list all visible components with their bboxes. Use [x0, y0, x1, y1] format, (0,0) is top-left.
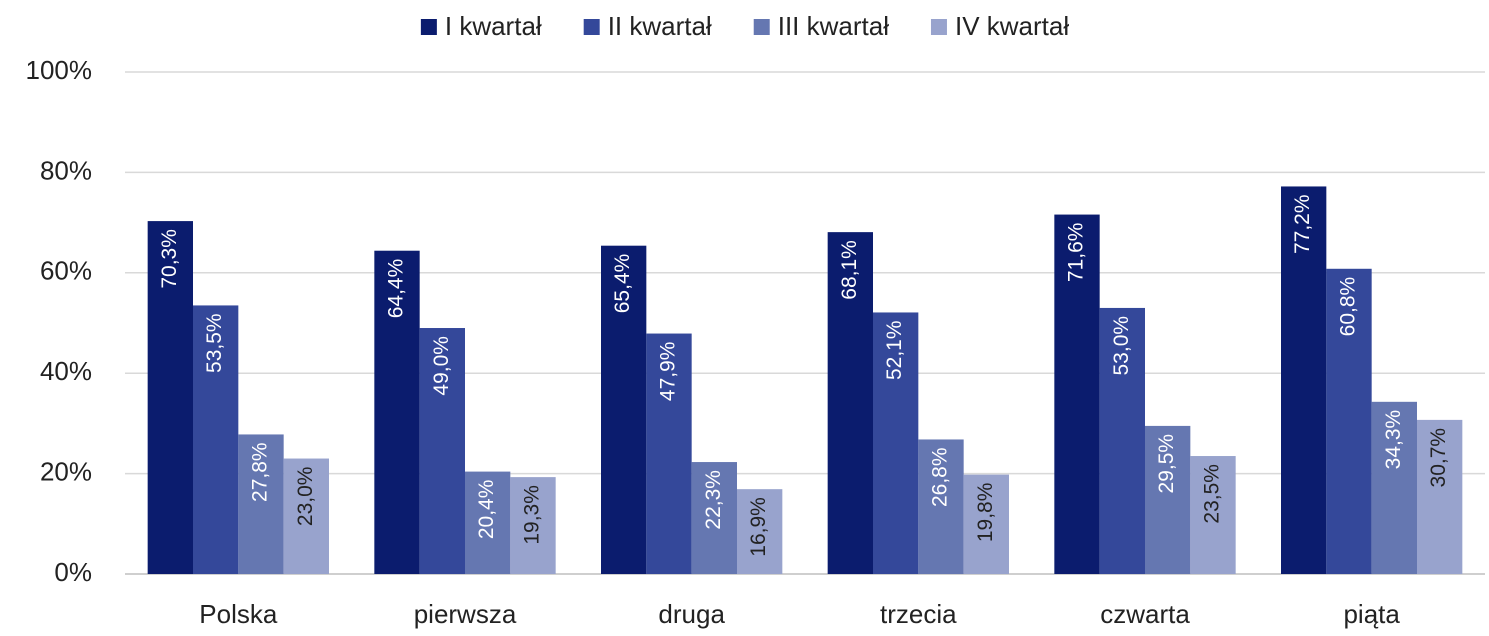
bar [147, 221, 193, 574]
y-tick-label: 20% [40, 456, 92, 486]
x-tick-label: druga [658, 599, 725, 629]
x-tick-label: pierwsza [414, 599, 517, 629]
bar [691, 462, 737, 574]
y-tick-label: 0% [54, 557, 92, 587]
bar [827, 232, 873, 574]
value-label: 52,1% [883, 320, 906, 380]
value-label: 34,3% [1382, 410, 1405, 470]
bar [419, 328, 465, 574]
value-label: 30,7% [1427, 428, 1450, 488]
value-label: 71,6% [1065, 223, 1088, 283]
value-label: 49,0% [430, 336, 453, 396]
x-tick-label: trzecia [880, 599, 957, 629]
bar [1371, 401, 1417, 574]
legend-swatch [420, 19, 437, 35]
bar [193, 305, 239, 574]
value-label: 29,5% [1155, 434, 1178, 494]
value-label: 23,0% [294, 467, 317, 527]
bar [1326, 268, 1372, 574]
legend: I kwartał II kwartał III kwartał IV kwartał [420, 11, 1069, 41]
value-label: 19,8% [974, 483, 997, 543]
legend-label: I kwartał [445, 11, 542, 41]
value-label: 23,5% [1201, 464, 1224, 524]
bar [963, 474, 1009, 574]
legend-label: II kwartał [608, 11, 712, 41]
bar [1281, 186, 1327, 574]
bar [873, 312, 919, 574]
value-label: 53,5% [203, 313, 226, 373]
bar [238, 434, 284, 574]
value-label: 22,3% [702, 470, 725, 530]
value-label: 70,3% [158, 229, 181, 289]
value-label: 16,9% [747, 497, 770, 557]
bar [1145, 425, 1191, 574]
y-tick-label: 80% [40, 155, 92, 185]
legend-swatch [753, 19, 770, 35]
value-label: 27,8% [249, 442, 272, 502]
bar [1099, 307, 1145, 574]
bar [283, 458, 329, 574]
value-label: 53,0% [1110, 316, 1133, 376]
bar [1417, 419, 1463, 574]
y-tick-label: 40% [40, 356, 92, 386]
value-label: 19,3% [521, 485, 544, 545]
value-label: 60,8% [1337, 277, 1360, 337]
value-label: 26,8% [929, 447, 952, 507]
value-label: 20,4% [475, 480, 498, 540]
bar [1054, 214, 1100, 574]
legend-swatch [930, 19, 947, 35]
bar [918, 439, 964, 574]
bar [1190, 456, 1236, 574]
x-tick-label: Polska [199, 599, 278, 629]
x-tick-label: czwarta [1100, 599, 1190, 629]
bar [510, 477, 556, 574]
bar [737, 489, 783, 574]
legend-swatch [583, 19, 600, 35]
bar [646, 333, 692, 574]
x-tick-label: piąta [1343, 599, 1400, 629]
bar [465, 471, 511, 574]
value-label: 68,1% [838, 240, 861, 300]
bar [601, 245, 647, 574]
value-label: 77,2% [1291, 194, 1314, 254]
value-label: 64,4% [385, 259, 408, 319]
y-tick-label: 100% [26, 55, 93, 85]
y-tick-label: 60% [40, 256, 92, 286]
value-label: 47,9% [657, 342, 680, 402]
value-label: 65,4% [611, 254, 634, 314]
bar [374, 250, 420, 574]
legend-label: III kwartał [778, 11, 889, 41]
legend-label: IV kwartał [955, 11, 1069, 41]
